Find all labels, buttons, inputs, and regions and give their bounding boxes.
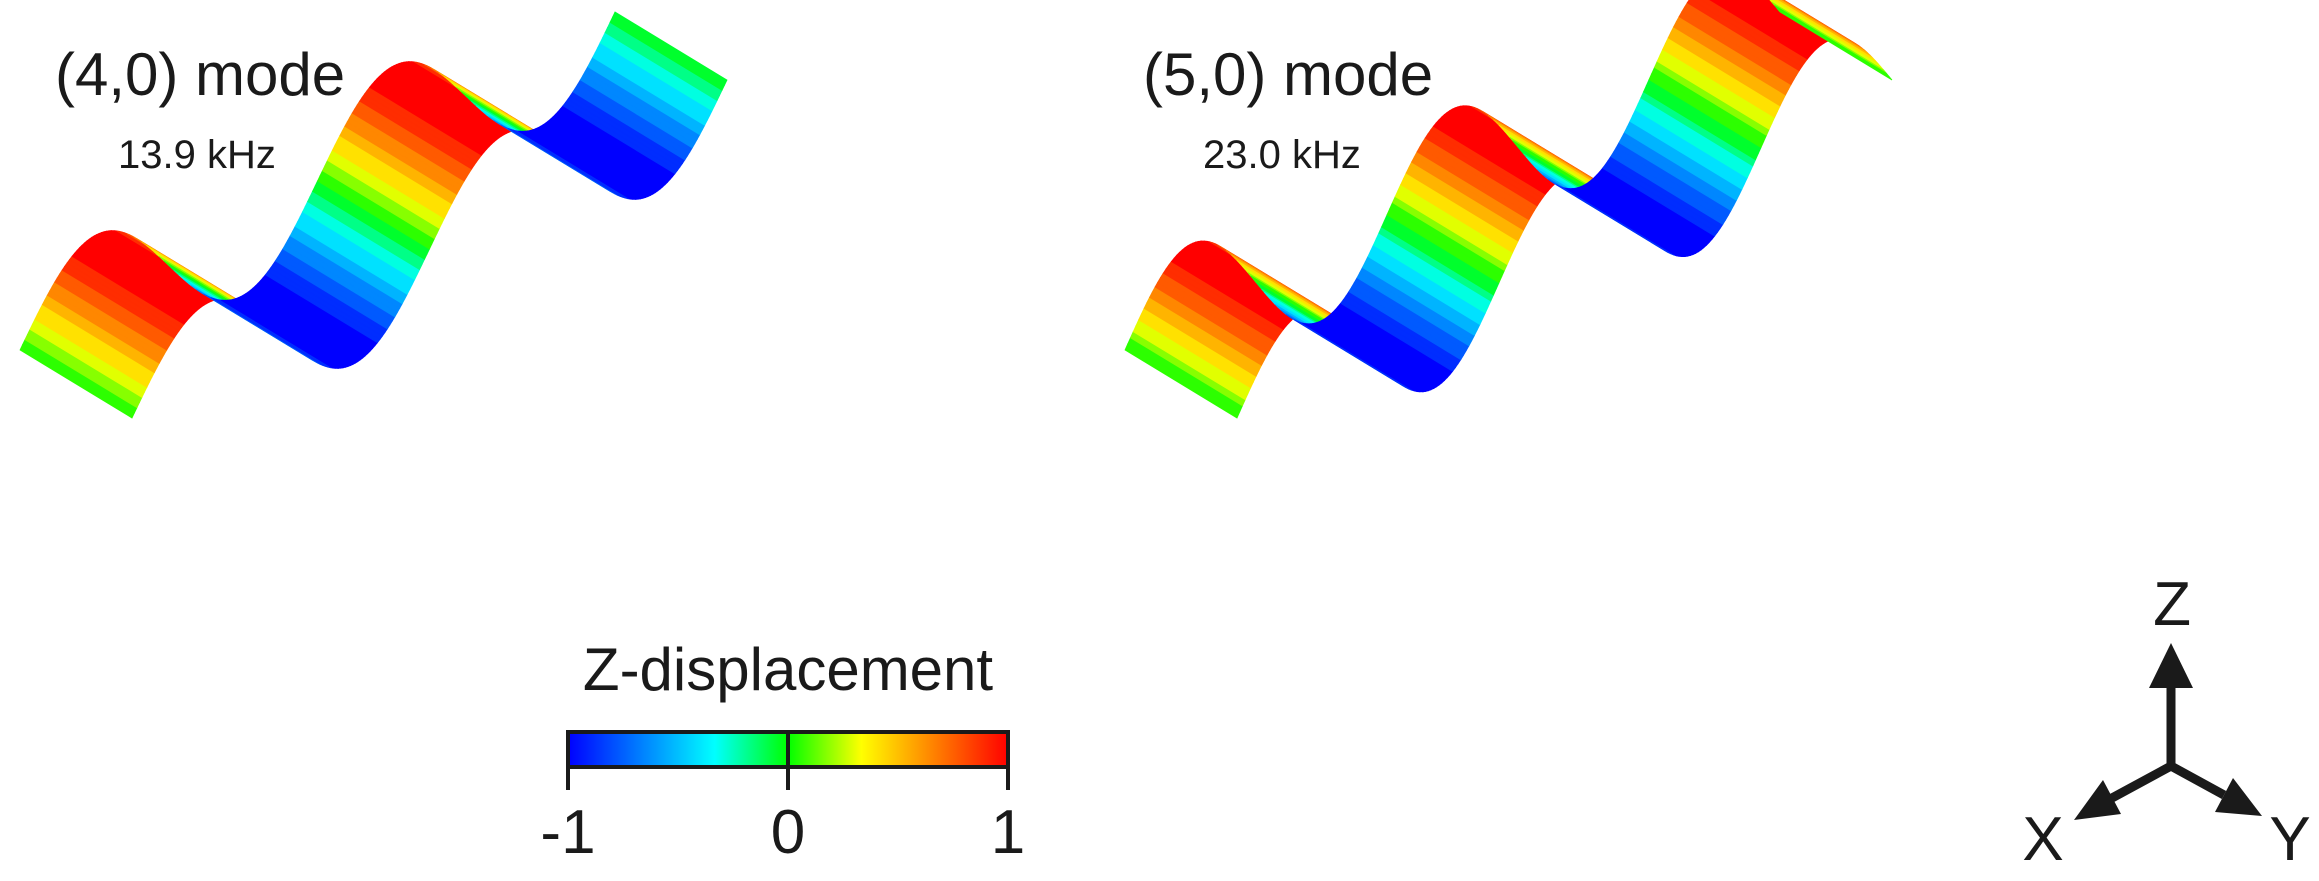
y-axis-label: Y — [2269, 805, 2310, 874]
mode-panel-4-0: (4,0) mode 13.9 kHz — [19, 11, 728, 419]
mode-panel-5-0: (5,0) mode 23.0 kHz — [1124, 0, 1893, 419]
mode-frequency-4-0: 13.9 kHz — [118, 133, 276, 177]
colorbar-tick-label-zero: 0 — [771, 798, 805, 867]
plate-strip — [612, 11, 728, 86]
x-axis-label: X — [2022, 805, 2063, 874]
colorbar-tick-label-min: -1 — [540, 798, 595, 867]
axes-triad: Z X Y — [2022, 570, 2310, 874]
colorbar-title: Z-displacement — [583, 636, 993, 703]
z-axis-arrowhead — [2149, 643, 2193, 688]
y-axis-arrowhead — [2215, 778, 2262, 816]
y-axis-arrow-shaft — [2168, 762, 2227, 799]
z-axis-label: Z — [2153, 570, 2191, 639]
mode-title-4-0: (4,0) mode — [55, 41, 345, 108]
plate-strip — [1776, 8, 1893, 81]
x-axis-arrow-shaft — [2109, 762, 2174, 802]
colorbar: Z-displacement -1 0 1 — [540, 636, 1025, 867]
mode-frequency-5-0: 23.0 kHz — [1203, 133, 1361, 177]
plate-surface-5-0 — [1124, 0, 1893, 419]
colorbar-tick-label-max: 1 — [991, 798, 1025, 867]
x-axis-arrowhead — [2074, 780, 2121, 820]
mode-title-5-0: (5,0) mode — [1143, 41, 1433, 108]
plate-surface-4-0 — [19, 11, 728, 419]
